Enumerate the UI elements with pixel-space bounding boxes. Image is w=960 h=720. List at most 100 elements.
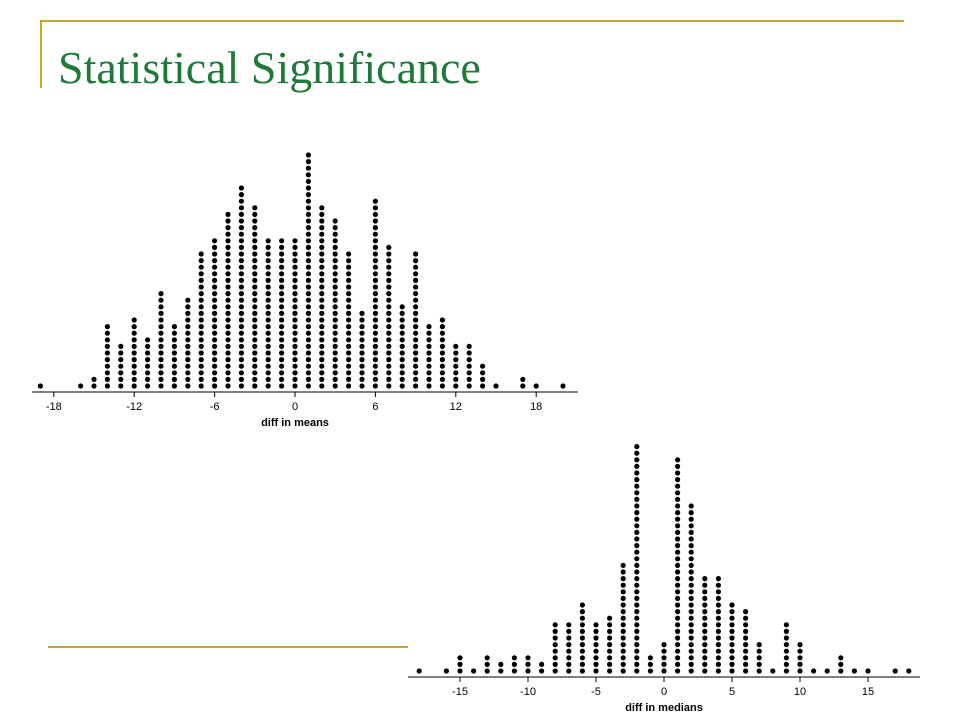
data-dot [158, 310, 164, 316]
dot-stack [279, 238, 285, 389]
data-dot [359, 350, 365, 356]
data-dot [715, 589, 722, 595]
data-dot [305, 343, 311, 349]
data-dot [372, 324, 378, 330]
data-dot [715, 628, 722, 635]
data-dot [332, 317, 338, 323]
data-dot [756, 648, 762, 654]
data-dot [332, 258, 338, 264]
data-dot [386, 271, 392, 277]
data-dot [332, 370, 338, 376]
data-dot [305, 277, 311, 283]
dot-stack [688, 503, 694, 674]
x-tick-label: -5 [591, 686, 601, 698]
data-dot [620, 602, 626, 608]
data-dot [158, 324, 164, 330]
data-dot [252, 231, 258, 237]
data-dot [399, 343, 405, 349]
data-dot [118, 383, 124, 389]
data-dot [756, 655, 762, 661]
data-dot [675, 516, 681, 522]
x-tick-label: 0 [292, 401, 298, 413]
data-dot [566, 635, 572, 641]
x-axis-label: diff in medians [625, 702, 703, 714]
data-dot [634, 457, 640, 463]
data-dot [131, 376, 137, 382]
data-dot [158, 330, 164, 336]
data-dot [439, 350, 445, 356]
data-dot [225, 343, 231, 349]
dot-stack [372, 198, 378, 389]
data-dot [372, 350, 378, 356]
data-dot [466, 376, 472, 382]
data-dot [579, 622, 586, 628]
data-dot [332, 244, 338, 250]
data-dot [238, 291, 244, 297]
data-dot [634, 628, 640, 635]
data-dot [453, 370, 459, 376]
x-tick-label: 15 [862, 686, 874, 698]
data-dot [346, 297, 352, 303]
data-dot [252, 317, 258, 323]
data-dot [579, 648, 586, 654]
data-dot [319, 310, 325, 316]
data-dot [238, 317, 244, 323]
data-dot [647, 655, 654, 661]
data-dot [661, 642, 667, 648]
data-dot [511, 661, 517, 668]
data-dot [292, 376, 298, 382]
data-dot [359, 363, 365, 369]
data-dot [319, 350, 325, 356]
data-dot [292, 291, 298, 297]
data-dot [620, 635, 626, 641]
data-dot [292, 258, 298, 264]
data-dot [607, 668, 613, 674]
dot-stack [593, 622, 599, 674]
data-dot [238, 324, 244, 330]
dot-stack [292, 238, 298, 389]
data-dot [634, 536, 640, 542]
dot-stack [198, 251, 204, 389]
data-dot [688, 503, 694, 509]
data-dot [399, 370, 405, 376]
data-dot [607, 628, 613, 635]
data-dot [212, 304, 218, 310]
data-dot [279, 297, 285, 303]
data-dot [688, 556, 694, 562]
data-dot [566, 622, 572, 628]
data-dot [292, 337, 298, 343]
data-dot [466, 343, 472, 349]
data-dot [675, 589, 681, 595]
data-dot [292, 330, 298, 336]
data-dot [252, 251, 258, 257]
data-dot [171, 363, 177, 369]
data-dot [332, 304, 338, 310]
data-dot [386, 244, 392, 250]
dot-stack [453, 343, 459, 389]
data-dot [305, 317, 311, 323]
data-dot [783, 635, 790, 641]
data-dot [279, 310, 285, 316]
data-dot [675, 569, 681, 575]
data-dot [305, 376, 311, 382]
data-dot [279, 330, 285, 336]
data-dot [238, 258, 244, 264]
data-dot [399, 383, 405, 389]
data-dot [372, 317, 378, 323]
x-tick-label: 12 [450, 401, 462, 413]
data-dot [688, 615, 694, 621]
data-dot [252, 264, 258, 270]
data-dot [252, 304, 258, 310]
data-dot [783, 642, 790, 648]
data-dot [185, 363, 191, 369]
data-dot [372, 363, 378, 369]
data-dot [783, 648, 790, 654]
data-dot [566, 628, 572, 635]
data-dot [185, 297, 191, 303]
data-dot [332, 238, 338, 244]
data-dot [238, 310, 244, 316]
data-dot [305, 172, 311, 178]
data-dot [212, 310, 218, 316]
data-dot [359, 383, 365, 389]
dot-stack [647, 655, 654, 674]
